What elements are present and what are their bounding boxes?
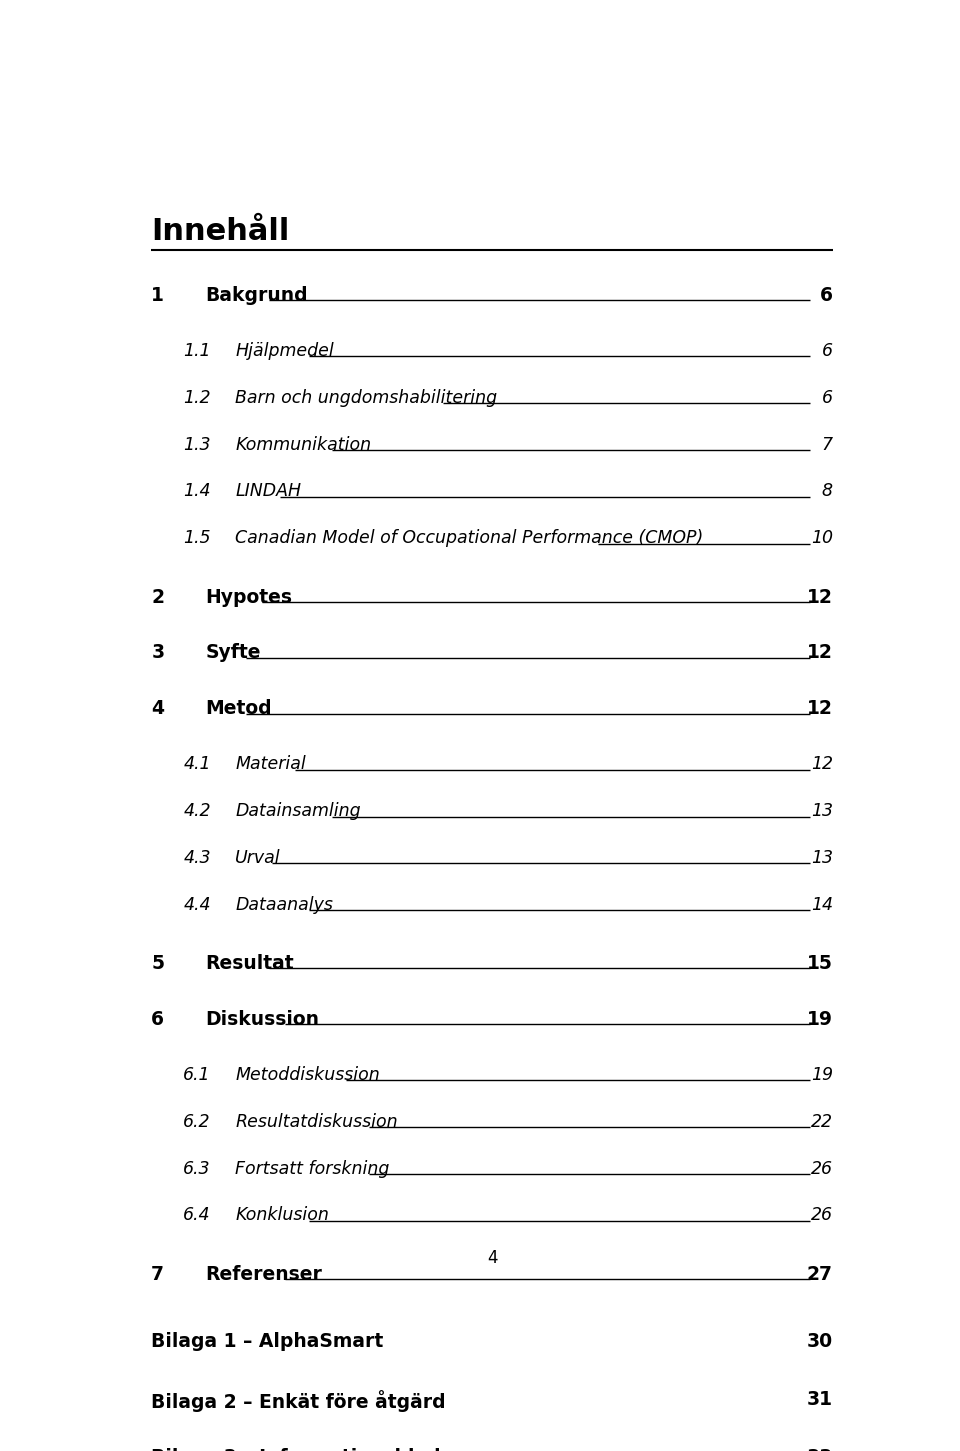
Text: Fortsatt forskning: Fortsatt forskning (235, 1159, 390, 1178)
Text: Referenser: Referenser (205, 1265, 323, 1284)
Text: 30: 30 (806, 1332, 832, 1351)
Text: 4: 4 (152, 699, 164, 718)
Text: 13: 13 (811, 802, 832, 820)
Text: 13: 13 (811, 849, 832, 866)
Text: 19: 19 (806, 1010, 832, 1029)
Text: Urval: Urval (235, 849, 281, 866)
Text: Bilaga 2 – Enkät före åtgärd: Bilaga 2 – Enkät före åtgärd (152, 1390, 445, 1412)
Text: Bakgrund: Bakgrund (205, 286, 308, 305)
Text: 3: 3 (152, 643, 164, 662)
Text: 6: 6 (822, 341, 832, 360)
Text: 19: 19 (811, 1065, 832, 1084)
Text: Hjälpmedel: Hjälpmedel (235, 341, 334, 360)
Text: 5: 5 (152, 953, 164, 974)
Text: 7: 7 (152, 1265, 164, 1284)
Text: Konklusion: Konklusion (235, 1206, 329, 1225)
Text: Barn och ungdomshabilitering: Barn och ungdomshabilitering (235, 389, 497, 406)
Text: Innehåll: Innehåll (152, 216, 290, 245)
Text: 6: 6 (820, 286, 832, 305)
Text: 4.3: 4.3 (183, 849, 211, 866)
Text: Bilaga 3 – Informationsblad: Bilaga 3 – Informationsblad (152, 1448, 441, 1451)
Text: Kommunikation: Kommunikation (235, 435, 372, 454)
Text: 22: 22 (811, 1113, 832, 1130)
Text: Resultatdiskussion: Resultatdiskussion (235, 1113, 398, 1130)
Text: 26: 26 (811, 1159, 832, 1178)
Text: Material: Material (235, 755, 306, 773)
Text: 27: 27 (806, 1265, 832, 1284)
Text: 1.3: 1.3 (183, 435, 211, 454)
Text: 1.5: 1.5 (183, 530, 211, 547)
Text: 12: 12 (806, 699, 832, 718)
Text: 12: 12 (806, 588, 832, 607)
Text: 8: 8 (822, 483, 832, 501)
Text: 1.4: 1.4 (183, 483, 211, 501)
Text: Metoddiskussion: Metoddiskussion (235, 1065, 380, 1084)
Text: Resultat: Resultat (205, 953, 294, 974)
Text: 4: 4 (487, 1249, 497, 1267)
Text: 4.2: 4.2 (183, 802, 211, 820)
Text: 14: 14 (811, 895, 832, 914)
Text: 26: 26 (811, 1206, 832, 1225)
Text: 4.4: 4.4 (183, 895, 211, 914)
Text: Hypotes: Hypotes (205, 588, 293, 607)
Text: 10: 10 (811, 530, 832, 547)
Text: 12: 12 (806, 643, 832, 662)
Text: 6: 6 (822, 389, 832, 406)
Text: 6.3: 6.3 (183, 1159, 211, 1178)
Text: 1.1: 1.1 (183, 341, 211, 360)
Text: 6: 6 (152, 1010, 164, 1029)
Text: Bilaga 1 – AlphaSmart: Bilaga 1 – AlphaSmart (152, 1332, 383, 1351)
Text: 12: 12 (811, 755, 832, 773)
Text: 2: 2 (152, 588, 164, 607)
Text: 6.4: 6.4 (183, 1206, 211, 1225)
Text: LINDAH: LINDAH (235, 483, 301, 501)
Text: Dataanalys: Dataanalys (235, 895, 333, 914)
Text: 1.2: 1.2 (183, 389, 211, 406)
Text: Diskussion: Diskussion (205, 1010, 320, 1029)
Text: 7: 7 (822, 435, 832, 454)
Text: 33: 33 (806, 1448, 832, 1451)
Text: 4.1: 4.1 (183, 755, 211, 773)
Text: Syfte: Syfte (205, 643, 261, 662)
Text: 15: 15 (806, 953, 832, 974)
Text: 6.2: 6.2 (183, 1113, 211, 1130)
Text: 6.1: 6.1 (183, 1065, 211, 1084)
Text: Datainsamling: Datainsamling (235, 802, 361, 820)
Text: Canadian Model of Occupational Performance (CMOP): Canadian Model of Occupational Performan… (235, 530, 704, 547)
Text: 31: 31 (806, 1390, 832, 1409)
Text: 1: 1 (152, 286, 164, 305)
Text: Metod: Metod (205, 699, 273, 718)
